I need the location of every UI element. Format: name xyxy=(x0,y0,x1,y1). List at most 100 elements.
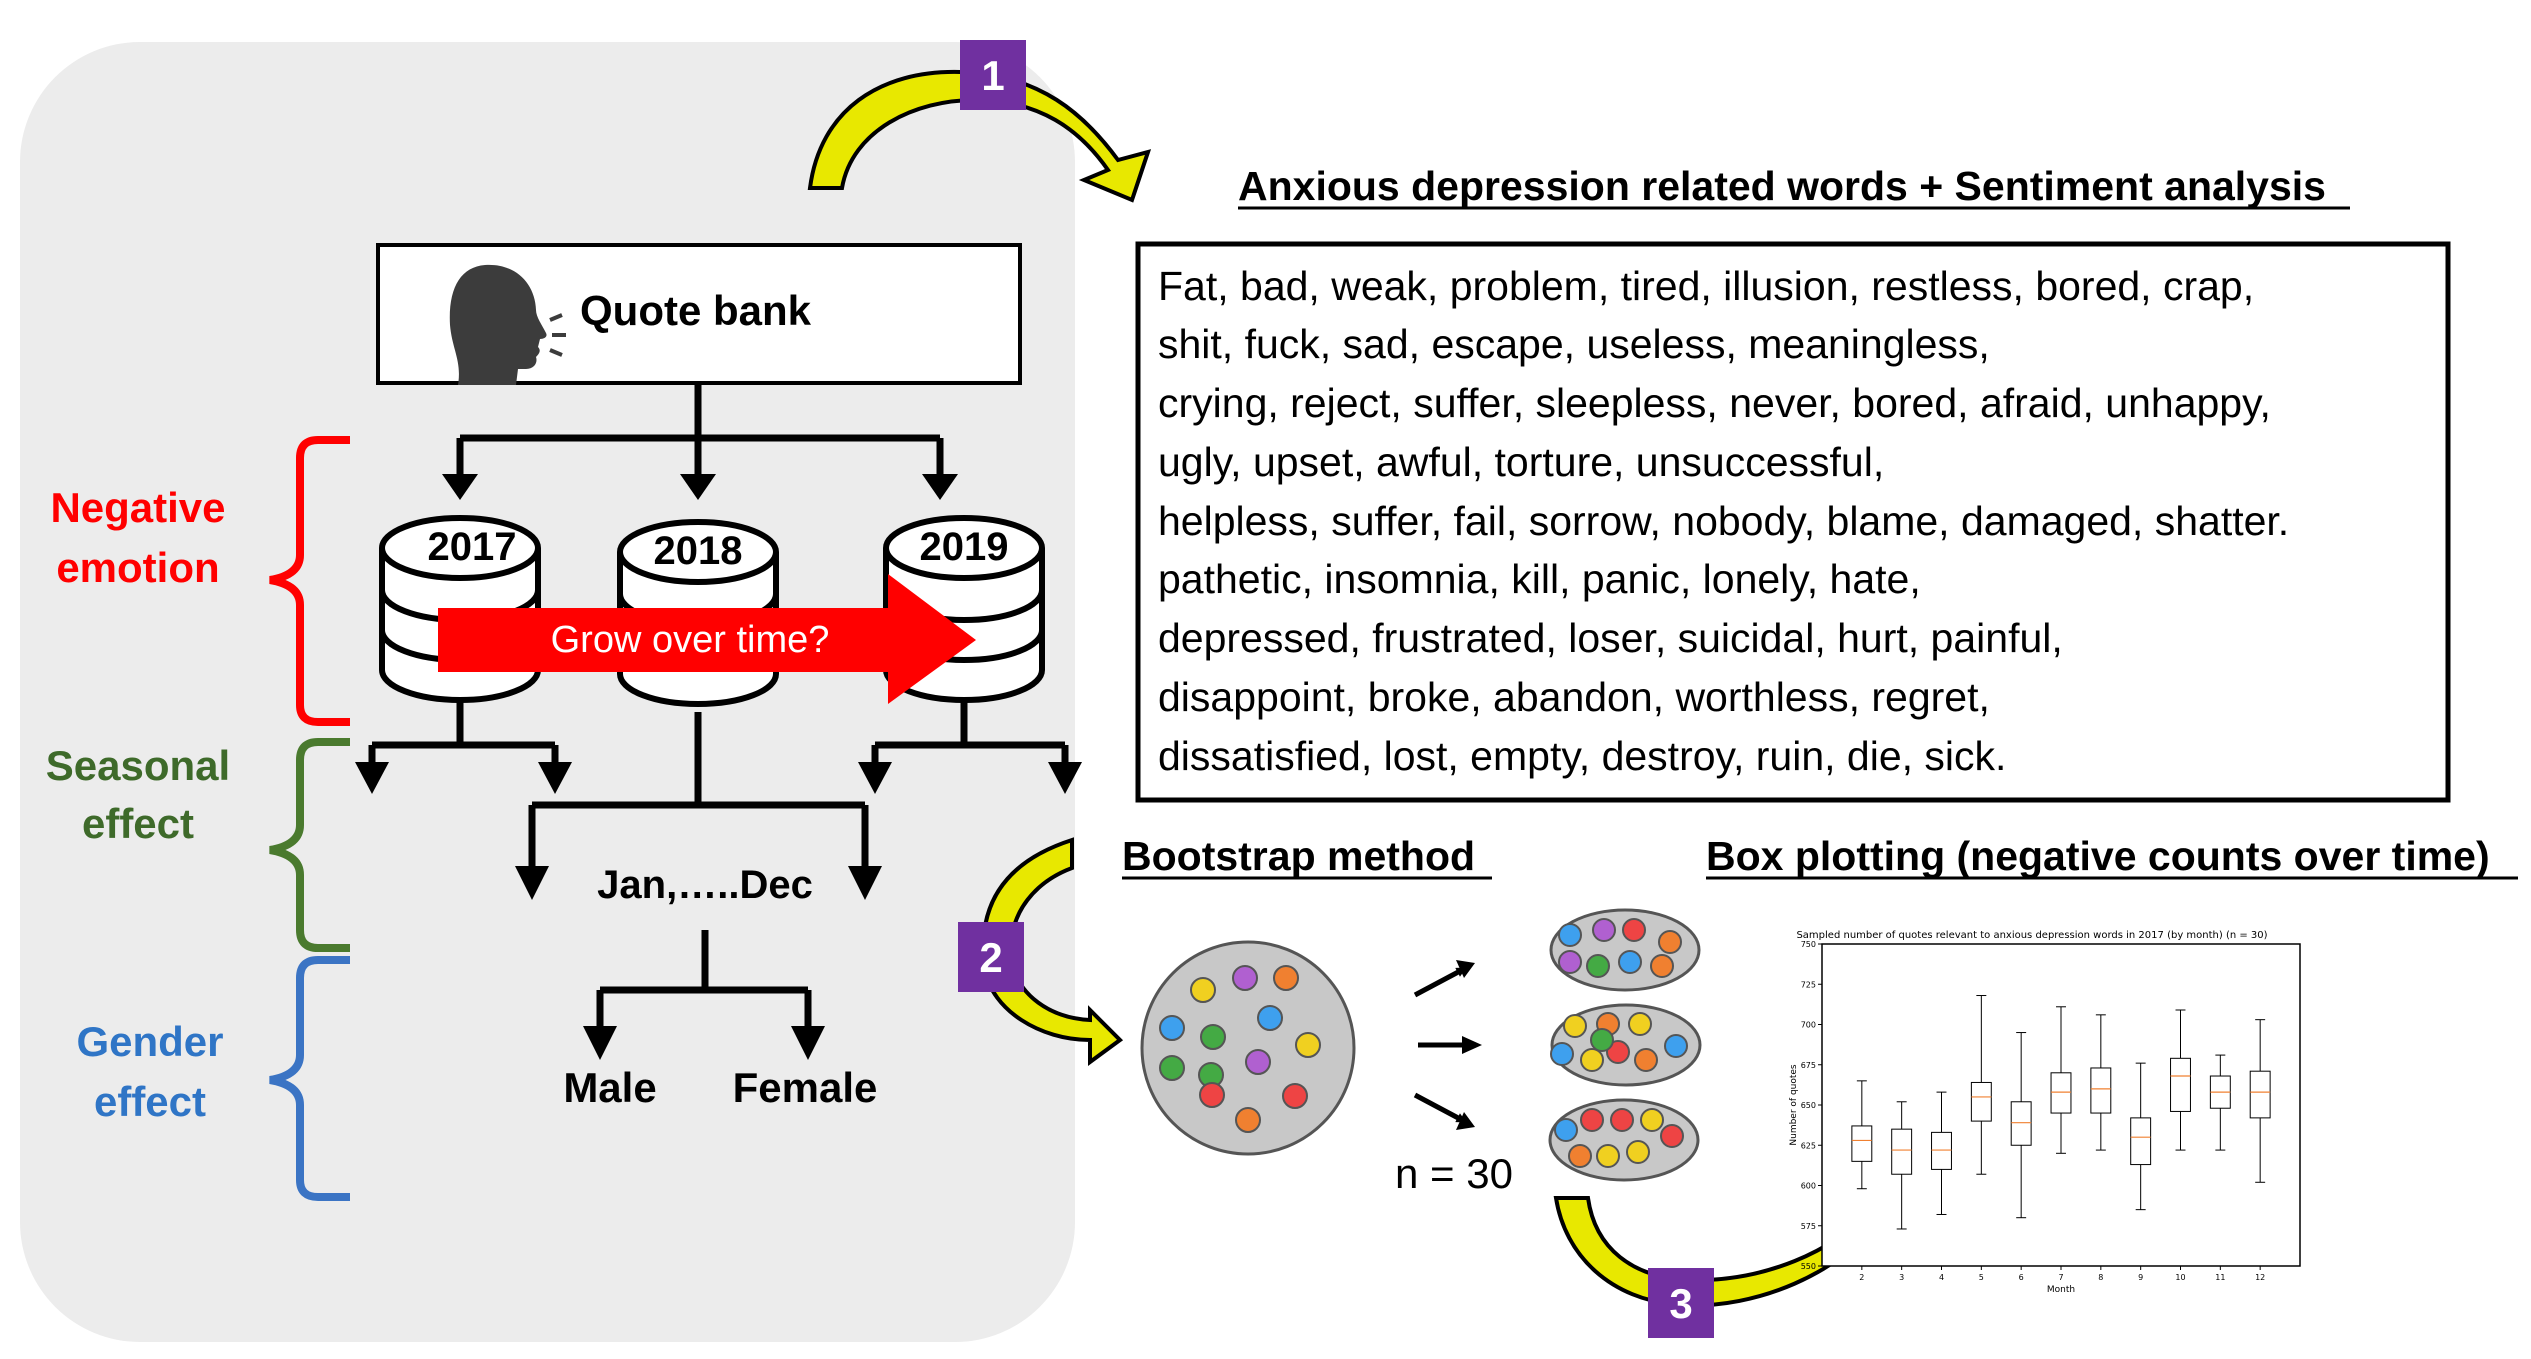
dot xyxy=(1626,1140,1650,1164)
dot xyxy=(1592,918,1616,942)
quote-bank-label: Quote bank xyxy=(580,287,812,334)
x-tick-label: 6 xyxy=(2019,1273,2024,1282)
box-iqr xyxy=(1891,1128,1913,1175)
box-iqr xyxy=(1851,1125,1873,1162)
dot xyxy=(1610,1108,1634,1132)
dot xyxy=(1232,965,1258,991)
words-box xyxy=(1135,241,2451,803)
chart-title: Sampled number of quotes relevant to anx… xyxy=(1796,930,2267,941)
x-axis-label: Month xyxy=(2047,1285,2075,1295)
y-axis-label: Number of quotes xyxy=(1789,1064,1799,1146)
sample-2 xyxy=(1550,1003,1702,1087)
x-tick-label: 8 xyxy=(2098,1273,2103,1282)
box-month-2 xyxy=(1851,1080,1873,1190)
dot xyxy=(1622,918,1646,942)
dot xyxy=(1580,1048,1604,1072)
dot xyxy=(1658,930,1682,954)
dot xyxy=(1640,1108,1664,1132)
step1-arrow xyxy=(807,69,1152,203)
seasonal-tree xyxy=(368,700,1069,1030)
sample-1 xyxy=(1549,908,1701,992)
x-ticks: 2 3 4 5 6 7 8 9 10 11 12 xyxy=(1859,1266,2265,1282)
dot xyxy=(1558,950,1582,974)
dot xyxy=(1245,1049,1271,1075)
quote-bank-tree xyxy=(456,383,944,478)
gender-brace xyxy=(269,956,350,1201)
dot xyxy=(1199,1082,1225,1108)
box-month-11 xyxy=(2209,1054,2231,1151)
grow-over-time-arrow: Grow over time? xyxy=(438,574,976,704)
dot xyxy=(1650,954,1674,978)
negative-brace xyxy=(269,436,350,726)
x-tick-label: 10 xyxy=(2175,1273,2185,1282)
quote-bank-box: Quote bank xyxy=(376,243,1022,385)
gender-label-line2: effect xyxy=(94,1078,206,1125)
seasonal-label-line1: Seasonal xyxy=(46,742,230,789)
y-tick-label: 650 xyxy=(1801,1101,1816,1110)
step3-badge: 3 xyxy=(1648,1268,1714,1338)
bootstrap-n-label: n = 30 xyxy=(1395,1150,1513,1197)
negative-label-line2: emotion xyxy=(56,544,219,591)
dot xyxy=(1282,1083,1308,1109)
dot xyxy=(1159,1015,1185,1041)
y-ticks: 550 575 600 625 650 675 700 725 750 xyxy=(1801,940,1822,1271)
step2-number: 2 xyxy=(979,934,1002,981)
step3-number: 3 xyxy=(1669,1280,1692,1327)
word-line: pathetic, insomnia, kill, panic, lonely,… xyxy=(1158,556,1921,602)
box-iqr xyxy=(1931,1131,1952,1170)
dot xyxy=(1580,1108,1604,1132)
y-tick-label: 575 xyxy=(1801,1222,1816,1231)
dot xyxy=(1606,1040,1630,1064)
word-line: disappoint, broke, abandon, worthless, r… xyxy=(1158,674,1990,720)
seasonal-brace xyxy=(269,738,350,952)
box-iqr xyxy=(2010,1101,2032,1146)
x-tick-label: 2 xyxy=(1859,1273,1864,1282)
sampling-arrows xyxy=(1413,967,1473,1123)
grow-over-time-label: Grow over time? xyxy=(551,619,830,661)
dot xyxy=(1159,1055,1185,1081)
negative-label-line1: Negative xyxy=(50,484,225,531)
dot xyxy=(1660,1124,1684,1148)
dot xyxy=(1568,1144,1592,1168)
box-month-3 xyxy=(1891,1101,1913,1230)
dot xyxy=(1200,1024,1226,1050)
male-label: Male xyxy=(563,1064,656,1111)
year-arrowheads xyxy=(442,474,958,500)
step2-badge: 2 xyxy=(958,922,1024,992)
x-tick-label: 11 xyxy=(2215,1273,2225,1282)
dot xyxy=(1634,1048,1658,1072)
speaking-head-icon xyxy=(449,264,566,385)
database-2019 xyxy=(883,515,1045,703)
dot xyxy=(1295,1032,1321,1058)
y-tick-label: 725 xyxy=(1801,980,1816,989)
word-line: ugly, upset, awful, torture, unsuccessfu… xyxy=(1158,439,1884,485)
dot xyxy=(1558,923,1582,947)
dot xyxy=(1590,1028,1614,1052)
y-tick-label: 550 xyxy=(1801,1262,1816,1271)
y-tick-label: 675 xyxy=(1801,1061,1816,1070)
box-month-12 xyxy=(2249,1019,2271,1183)
box-iqr xyxy=(2050,1072,2072,1114)
step1-badge: 1 xyxy=(960,40,1026,110)
word-line: crying, reject, suffer, sleepless, never… xyxy=(1158,380,2271,426)
words-panel-title: Anxious depression related words + Senti… xyxy=(1238,163,2326,209)
box-month-9 xyxy=(2130,1062,2152,1211)
word-line: shit, fuck, sad, escape, useless, meanin… xyxy=(1158,321,1990,367)
year-2019-label: 2019 xyxy=(920,525,1009,569)
dot xyxy=(1563,1014,1587,1038)
population-dots xyxy=(1159,965,1321,1133)
y-tick-label: 600 xyxy=(1801,1182,1816,1191)
dot xyxy=(1618,950,1642,974)
word-line: dissatisfied, lost, empty, destroy, ruin… xyxy=(1158,733,2006,779)
female-label: Female xyxy=(733,1064,878,1111)
x-tick-label: 3 xyxy=(1899,1273,1904,1282)
x-tick-label: 4 xyxy=(1939,1273,1944,1282)
box-month-6 xyxy=(2010,1032,2032,1219)
word-line: Fat, bad, weak, problem, tired, illusion… xyxy=(1158,263,2254,309)
box-month-7 xyxy=(2050,1006,2072,1154)
box-iqr xyxy=(2090,1067,2112,1114)
x-tick-label: 7 xyxy=(2058,1273,2063,1282)
box-iqr xyxy=(1970,1081,1992,1122)
sample-3 xyxy=(1548,1098,1700,1182)
